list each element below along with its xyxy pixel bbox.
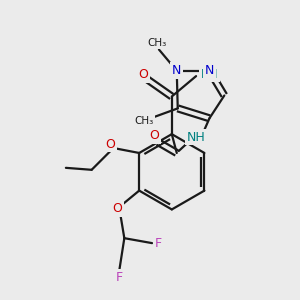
Text: CH₃: CH₃	[147, 38, 167, 48]
Text: N: N	[205, 64, 214, 77]
Text: CH₃: CH₃	[134, 116, 153, 126]
Text: O: O	[149, 129, 159, 142]
Text: N: N	[172, 64, 182, 77]
Text: O: O	[112, 202, 122, 215]
Text: NH: NH	[187, 130, 206, 144]
Text: O: O	[139, 68, 148, 81]
Text: F: F	[116, 271, 123, 284]
Text: NH: NH	[201, 68, 218, 81]
Text: O: O	[106, 138, 116, 151]
Text: F: F	[154, 237, 162, 250]
